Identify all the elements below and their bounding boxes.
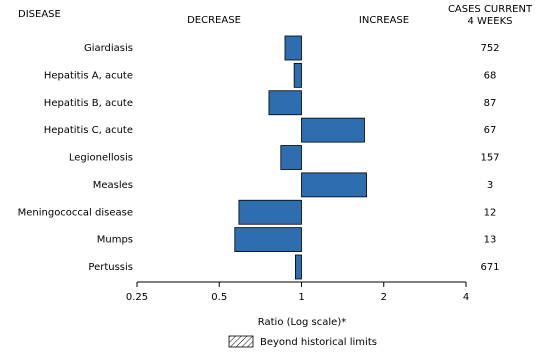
bar xyxy=(238,199,302,225)
bar xyxy=(280,145,302,170)
cases-header: CASES CURRENT xyxy=(448,4,533,15)
x-tick-label: 2 xyxy=(381,292,387,303)
cases-header: 4 WEEKS xyxy=(468,16,513,27)
category-label: Hepatitis C, acute xyxy=(44,125,133,136)
bar xyxy=(293,62,302,88)
bar xyxy=(268,90,302,116)
legend-swatch xyxy=(228,335,254,348)
cases-value: 13 xyxy=(484,235,497,246)
x-tick-label: 0.25 xyxy=(126,292,148,303)
cases-value: 3 xyxy=(487,180,493,191)
category-label: Hepatitis B, acute xyxy=(44,98,133,109)
cases-value: 671 xyxy=(480,262,499,273)
cases-value: 752 xyxy=(480,43,499,54)
category-label: Hepatitis A, acute xyxy=(44,70,133,81)
cases-value: 67 xyxy=(484,125,497,136)
bar xyxy=(301,117,365,143)
cases-value: 157 xyxy=(480,153,499,164)
category-label: Meningococcal disease xyxy=(18,207,133,218)
x-tick-label: 4 xyxy=(463,292,469,303)
bar xyxy=(284,35,302,61)
increase-label: INCREASE xyxy=(359,15,409,26)
cases-value: 68 xyxy=(484,70,497,81)
x-tick-label: 0.5 xyxy=(211,292,227,303)
x-axis-label: Ratio (Log scale)* xyxy=(258,317,346,328)
category-label: Mumps xyxy=(97,235,133,246)
category-label: Measles xyxy=(93,180,133,191)
legend-label: Beyond historical limits xyxy=(260,337,377,348)
x-tick-label: 1 xyxy=(298,292,304,303)
cases-value: 12 xyxy=(484,207,497,218)
category-label: Legionellosis xyxy=(69,153,133,164)
category-label: Giardiasis xyxy=(84,43,133,54)
bar xyxy=(234,227,302,253)
bar xyxy=(301,172,367,198)
cases-value: 87 xyxy=(484,98,497,109)
decrease-label: DECREASE xyxy=(187,15,241,26)
bar xyxy=(295,254,302,280)
category-label: Pertussis xyxy=(88,262,133,273)
disease-header: DISEASE xyxy=(18,9,61,20)
